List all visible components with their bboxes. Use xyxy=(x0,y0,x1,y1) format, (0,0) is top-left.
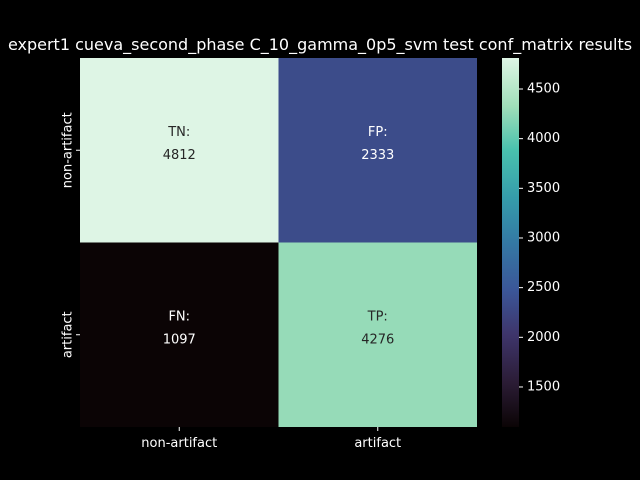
cell-value-label: 4812 xyxy=(163,148,196,163)
colorbar-tick-label: 2000 xyxy=(527,330,560,345)
colorbar-tick-label: 2500 xyxy=(527,280,560,295)
colorbar-tick-label: 4000 xyxy=(527,131,560,146)
x-tick-label: non-artifact xyxy=(141,436,217,451)
y-tick-label: non-artifact xyxy=(61,112,76,188)
heatmap-cell-fp xyxy=(278,58,477,243)
cell-value-label: 2333 xyxy=(361,148,394,163)
colorbar-tick-label: 4500 xyxy=(527,81,560,96)
cell-value-label: 1097 xyxy=(163,332,196,347)
y-tick-label: artifact xyxy=(61,311,76,358)
chart-title: expert1 cueva_second_phase C_10_gamma_0p… xyxy=(8,35,632,55)
colorbar-tick-label: 1500 xyxy=(527,379,560,394)
cell-tag-label: TN: xyxy=(167,125,190,140)
cell-tag-label: FN: xyxy=(168,309,190,324)
cell-tag-label: TP: xyxy=(367,309,388,324)
colorbar-axis: 1500 2000 2500 3000 3500 4000 4500 xyxy=(519,81,560,394)
colorbar xyxy=(502,58,519,427)
colorbar-tick-label: 3500 xyxy=(527,181,560,196)
heatmap-cell-fn xyxy=(80,242,279,427)
cell-value-label: 4276 xyxy=(361,332,394,347)
cell-tag-label: FP: xyxy=(368,125,388,140)
heatmap-cells: TN: 4812 FP: 2333 FN: 1097 TP: 4276 xyxy=(80,58,477,427)
heatmap-cell-tn xyxy=(80,58,279,243)
x-tick-label: artifact xyxy=(354,436,401,451)
y-axis: non-artifact artifact xyxy=(61,112,80,358)
colorbar-tick-label: 3000 xyxy=(527,230,560,245)
heatmap-cell-tp xyxy=(278,242,477,427)
x-axis: non-artifact artifact xyxy=(141,427,401,451)
